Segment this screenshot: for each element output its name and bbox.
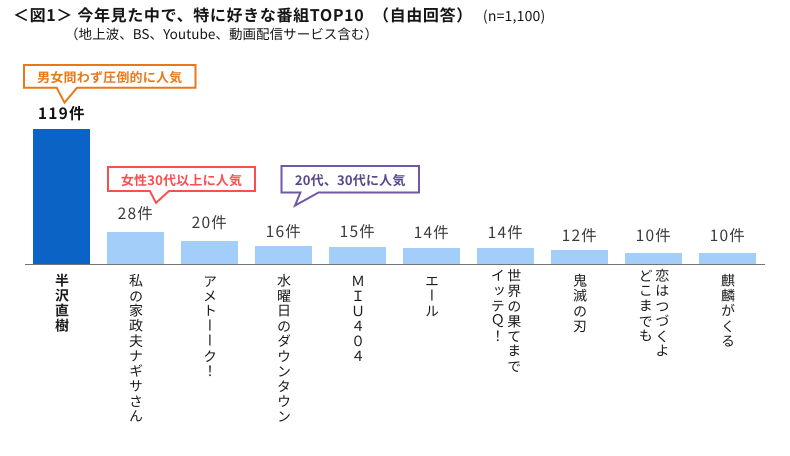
bar-7 bbox=[477, 248, 535, 264]
value-label-3: 20件 bbox=[191, 211, 228, 233]
value-label-1: 119件 bbox=[37, 102, 86, 125]
bar-1 bbox=[33, 128, 91, 264]
callout-label-all-gender: 男女問わず圧倒的に人気 bbox=[37, 67, 183, 86]
category-label-5: ＭＩＵ４０４ bbox=[318, 273, 398, 363]
bar-9 bbox=[625, 252, 683, 264]
category-label-text-4: 水曜日のダウンタウン bbox=[274, 272, 294, 424]
value-label-9: 10件 bbox=[635, 224, 672, 247]
chart-title-text: ＜図1＞ 今年見た中で、特に好きな番組TOP10 （自由回答） bbox=[13, 2, 473, 26]
category-label-text-1: 半沢直樹 bbox=[52, 272, 72, 333]
category-label-3: アメトーーク！ bbox=[170, 273, 250, 378]
bar-6 bbox=[403, 248, 461, 264]
value-label-10: 10件 bbox=[709, 224, 746, 247]
bar-3 bbox=[181, 241, 239, 264]
bar-10 bbox=[699, 252, 757, 264]
bar-4 bbox=[255, 245, 313, 264]
category-label-2: 私の家政夫ナギサさん bbox=[96, 273, 176, 424]
callout-label-women-30s: 女性30代以上に人気 bbox=[120, 169, 243, 189]
value-label-7: 14件 bbox=[487, 220, 524, 243]
category-label-10: 麒麟がくる bbox=[688, 273, 768, 348]
category-label-6: エール bbox=[392, 273, 472, 318]
value-label-8: 12件 bbox=[561, 224, 598, 247]
sample-size-note: (n=1,100) bbox=[482, 6, 546, 26]
category-label-4: 水曜日のダウンタウン bbox=[244, 273, 324, 424]
category-label-text-2: 私の家政夫ナギサさん bbox=[126, 272, 146, 424]
category-label-1: 半沢直樹 bbox=[22, 273, 102, 333]
value-label-6: 14件 bbox=[413, 220, 450, 243]
category-label-9: 恋はつづくよ どこまでも bbox=[614, 268, 694, 358]
category-label-text-6: エール bbox=[422, 272, 442, 318]
category-label-text-9: 恋はつづくよ どこまでも bbox=[635, 268, 673, 359]
bar-8 bbox=[551, 250, 609, 264]
category-label-text-5: ＭＩＵ４０４ bbox=[348, 272, 368, 363]
value-label-2: 28件 bbox=[117, 201, 154, 224]
chart-title: ＜図1＞ 今年見た中で、特に好きな番組TOP10 （自由回答） (n=1,100) bbox=[13, 4, 545, 26]
value-label-5: 15件 bbox=[339, 220, 376, 243]
bar-5 bbox=[329, 246, 387, 264]
category-label-text-7: 世界の果てまで イッテＱ！ bbox=[487, 268, 525, 374]
bar-2 bbox=[107, 232, 165, 264]
category-label-8: 鬼滅の刃 bbox=[540, 273, 620, 333]
category-label-text-3: アメトーーク！ bbox=[200, 272, 220, 378]
value-label-4: 16件 bbox=[265, 219, 302, 242]
callout-label-20s-30s: 20代、30代に人気 bbox=[294, 169, 406, 189]
category-label-text-10: 麒麟がくる bbox=[718, 272, 738, 348]
x-axis-line bbox=[25, 263, 765, 265]
category-label-text-8: 鬼滅の刃 bbox=[570, 272, 590, 333]
category-label-7: 世界の果てまで イッテＱ！ bbox=[466, 268, 546, 373]
chart-subtitle: （地上波、BS、Youtube、動画配信サービス含む） bbox=[65, 23, 379, 44]
